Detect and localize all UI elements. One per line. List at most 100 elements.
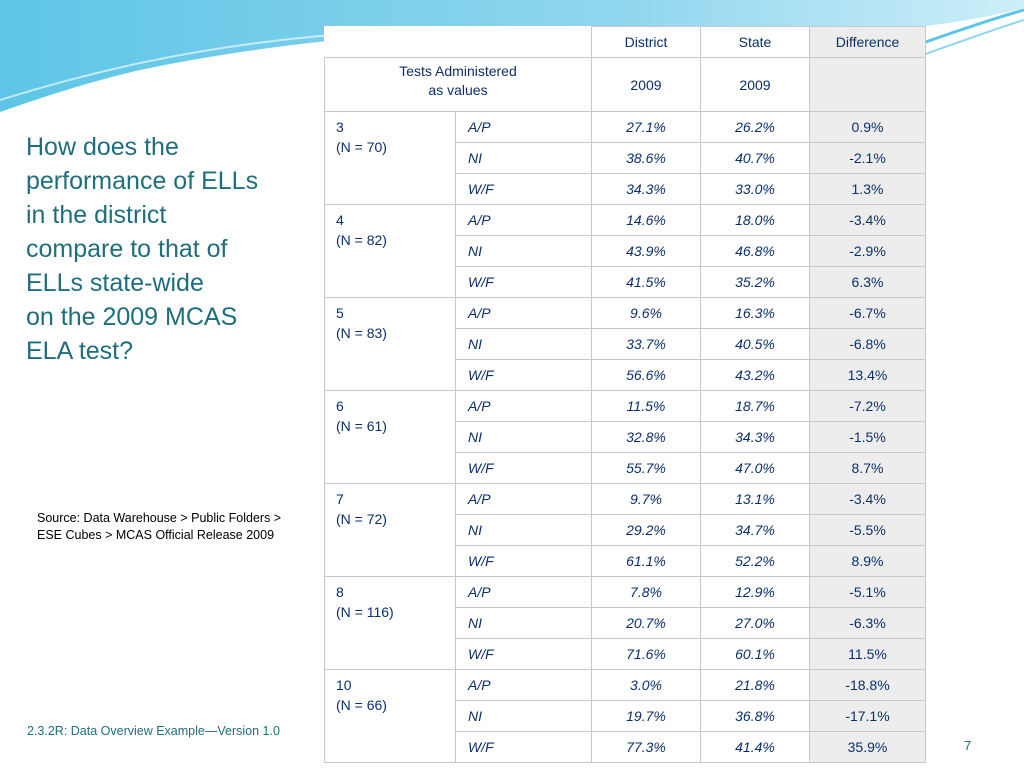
- state-cell: 47.0%: [700, 452, 810, 484]
- grade-cell: 10 (N = 66): [324, 669, 456, 763]
- state-cell: 35.2%: [700, 266, 810, 298]
- district-cell: 11.5%: [591, 390, 701, 422]
- level-cell: W/F: [455, 545, 592, 577]
- state-cell: 13.1%: [700, 483, 810, 515]
- level-cell: A/P: [455, 576, 592, 608]
- level-cell: W/F: [455, 731, 592, 763]
- state-cell: 34.7%: [700, 514, 810, 546]
- district-cell: 3.0%: [591, 669, 701, 701]
- difference-cell: -6.3%: [809, 607, 926, 639]
- state-cell: 40.5%: [700, 328, 810, 360]
- difference-cell: 35.9%: [809, 731, 926, 763]
- grade-cell: 8 (N = 116): [324, 576, 456, 670]
- grade-cell: 4 (N = 82): [324, 204, 456, 298]
- question-line: ELLs state-wide: [26, 269, 204, 297]
- difference-cell: -7.2%: [809, 390, 926, 422]
- footer-version: 2.3.2R: Data Overview Example—Version 1.…: [27, 724, 280, 738]
- slide-question: How does the performance of ELLs in the …: [26, 130, 316, 368]
- table-row: W/F 71.6% 60.1% 11.5%: [325, 638, 926, 670]
- level-cell: NI: [455, 235, 592, 267]
- year-state: 2009: [700, 57, 810, 112]
- district-cell: 77.3%: [591, 731, 701, 763]
- level-cell: NI: [455, 514, 592, 546]
- district-cell: 19.7%: [591, 700, 701, 732]
- district-cell: 9.6%: [591, 297, 701, 329]
- grade-cell: 7 (N = 72): [324, 483, 456, 577]
- table-row: W/F 41.5% 35.2% 6.3%: [325, 266, 926, 298]
- district-cell: 43.9%: [591, 235, 701, 267]
- table-row: 5 (N = 83) A/P 9.6% 16.3% -6.7%: [324, 297, 926, 391]
- difference-cell: 11.5%: [809, 638, 926, 670]
- difference-cell: -6.8%: [809, 328, 926, 360]
- difference-cell: 6.3%: [809, 266, 926, 298]
- difference-cell: -5.5%: [809, 514, 926, 546]
- district-cell: 61.1%: [591, 545, 701, 577]
- year-district: 2009: [591, 57, 701, 112]
- col-header-district: District: [591, 26, 701, 58]
- difference-cell: -2.1%: [809, 142, 926, 174]
- col-header-difference: Difference: [809, 26, 926, 58]
- tests-label-line: as values: [428, 82, 488, 98]
- district-cell: 41.5%: [591, 266, 701, 298]
- year-difference-empty: [809, 57, 926, 112]
- level-cell: NI: [455, 328, 592, 360]
- difference-cell: -3.4%: [809, 204, 926, 236]
- grade-cell: 3 (N = 70): [324, 111, 456, 205]
- tests-label-line: Tests Administered: [399, 63, 517, 79]
- grade-label: 7: [336, 491, 344, 507]
- state-cell: 21.8%: [700, 669, 810, 701]
- grade-cell: 6 (N = 61): [324, 390, 456, 484]
- state-cell: 52.2%: [700, 545, 810, 577]
- difference-cell: -2.9%: [809, 235, 926, 267]
- table-row: NI 43.9% 46.8% -2.9%: [325, 235, 926, 267]
- level-cell: NI: [455, 421, 592, 453]
- district-cell: 7.8%: [591, 576, 701, 608]
- state-cell: 40.7%: [700, 142, 810, 174]
- district-cell: 32.8%: [591, 421, 701, 453]
- table-row: 3 (N = 70) A/P 27.1% 26.2% 0.9%: [324, 111, 926, 205]
- difference-cell: -3.4%: [809, 483, 926, 515]
- question-line: ELA test?: [26, 337, 134, 365]
- level-cell: W/F: [455, 359, 592, 391]
- table-row: W/F 61.1% 52.2% 8.9%: [325, 545, 926, 577]
- table-row: NI 29.2% 34.7% -5.5%: [325, 514, 926, 546]
- grade-n-count: (N = 66): [336, 697, 387, 713]
- district-cell: 34.3%: [591, 173, 701, 205]
- table-row: 4 (N = 82) A/P 14.6% 18.0% -3.4%: [324, 204, 926, 298]
- table-row: NI 32.8% 34.3% -1.5%: [325, 421, 926, 453]
- difference-cell: 8.9%: [809, 545, 926, 577]
- grade-n-count: (N = 70): [336, 139, 387, 155]
- level-cell: W/F: [455, 638, 592, 670]
- grade-label: 6: [336, 398, 344, 414]
- grade-label: 10: [336, 677, 352, 693]
- source-note: Source: Data Warehouse > Public Folders …: [37, 511, 282, 542]
- table-body: 3 (N = 70) A/P 27.1% 26.2% 0.9% NI 38.6% 40.7% -2…: [324, 111, 926, 763]
- district-cell: 56.6%: [591, 359, 701, 391]
- state-cell: 36.8%: [700, 700, 810, 732]
- grade-n-count: (N = 82): [336, 232, 387, 248]
- district-cell: 27.1%: [591, 111, 701, 143]
- district-cell: 33.7%: [591, 328, 701, 360]
- state-cell: 43.2%: [700, 359, 810, 391]
- difference-cell: 8.7%: [809, 452, 926, 484]
- state-cell: 27.0%: [700, 607, 810, 639]
- grade-n-count: (N = 61): [336, 418, 387, 434]
- level-cell: W/F: [455, 452, 592, 484]
- difference-cell: 0.9%: [809, 111, 926, 143]
- level-cell: A/P: [455, 669, 592, 701]
- grade-cell: 5 (N = 83): [324, 297, 456, 391]
- difference-cell: -5.1%: [809, 576, 926, 608]
- level-cell: W/F: [455, 266, 592, 298]
- state-cell: 12.9%: [700, 576, 810, 608]
- difference-cell: -1.5%: [809, 421, 926, 453]
- question-line: on the 2009 MCAS: [26, 303, 238, 331]
- district-cell: 14.6%: [591, 204, 701, 236]
- district-cell: 55.7%: [591, 452, 701, 484]
- state-cell: 34.3%: [700, 421, 810, 453]
- level-cell: NI: [455, 142, 592, 174]
- table-row: 8 (N = 116) A/P 7.8% 12.9% -5.1%: [324, 576, 926, 670]
- grade-n-count: (N = 83): [336, 325, 387, 341]
- level-cell: A/P: [455, 483, 592, 515]
- table-row: W/F 34.3% 33.0% 1.3%: [325, 173, 926, 205]
- state-cell: 60.1%: [700, 638, 810, 670]
